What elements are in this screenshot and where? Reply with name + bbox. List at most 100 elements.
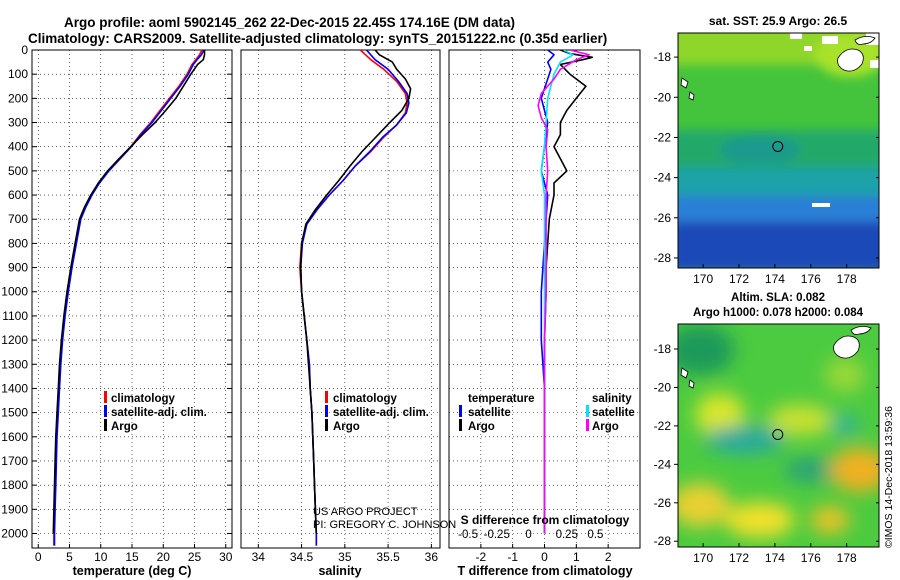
ssh-low (705, 426, 785, 454)
x-tick-label: 0 (541, 550, 548, 564)
depth-ticks: 0 100 200 300 400 500 600 700 800 900 1000 1100 1200… (1, 43, 232, 540)
sst-cool-patch (720, 136, 800, 164)
header-line-2: Climatology: CARS2009. Satellite-adjuste… (28, 31, 607, 46)
salinity-diff-tick-label: 0.5 (587, 529, 603, 541)
depth-tick-label: 300 (8, 116, 28, 130)
ssh-high (768, 404, 832, 436)
x-tick-label: 35.5 (376, 550, 400, 564)
vanuatu-island (680, 367, 689, 379)
argo-float-marker (772, 429, 784, 441)
legend-label-climatology: climatology (111, 393, 176, 405)
difference-legend-temperature: temperature satellite Argo (459, 393, 534, 433)
salinity-legend: climatology satellite-adj. clim. Argo (325, 391, 429, 433)
x-tick-label: 34 (252, 550, 266, 564)
depth-tick-label: 1000 (1, 285, 28, 299)
legend-swatch-t-satellite (459, 405, 462, 417)
x-tick-label: 15 (125, 550, 139, 564)
lat-tick-label: -26 (654, 496, 672, 510)
imos-credit: ©IMOS 14-Dec-2018 13:59:36 (883, 406, 895, 548)
temperature-legend: climatology satellite-adj. clim. Argo (104, 391, 207, 433)
legend-swatch-satellite (325, 405, 328, 417)
legend-label-s-argo: Argo (592, 421, 619, 433)
salinity-lines (299, 50, 412, 546)
salinity-gridlines (241, 50, 440, 548)
series-line-climatology (299, 50, 408, 546)
salinity-panel: 34 34.5 35 35.5 36 salinity climatology sate… (240, 49, 456, 578)
sst-band-blue (678, 196, 879, 226)
series-line-argo (52, 50, 206, 534)
depth-tick-label: 200 (8, 91, 28, 105)
ssh-map-title-1: Altim. SLA: 0.082 (731, 292, 825, 304)
legend-swatch-t-argo (459, 419, 462, 431)
depth-tick-label: 1800 (1, 478, 28, 492)
temperature-x-ticks: 0 5 10 15 20 25 30 (35, 544, 233, 564)
ssh-low (678, 325, 735, 375)
temperature-lines (52, 50, 206, 546)
depth-tick-label: 1300 (1, 357, 28, 371)
legend-swatch-satellite (104, 405, 107, 417)
header-line-1: Argo profile: aoml 5902145_262 22-Dec-20… (64, 15, 515, 30)
lat-tick-label: -20 (654, 380, 672, 394)
ssh-lat-ticks: -18 -20 -22 -24 -26 -28 (654, 342, 879, 548)
depth-tick-label: 1200 (1, 333, 28, 347)
x-tick-label: 1 (573, 550, 580, 564)
vanua-levu-island (854, 36, 876, 45)
difference-panel: -2 -1 0 1 2 -0.5 -0.25 0 0.25 0.5 T difference f… (448, 49, 641, 578)
series-line-satellite-adj-clim- (299, 50, 410, 546)
lon-tick-label: 172 (729, 272, 749, 286)
depth-tick-label: 700 (8, 212, 28, 226)
legend-label-satellite: satellite-adj. clim. (333, 407, 429, 419)
sst-gap (822, 36, 838, 44)
sst-gap (870, 60, 879, 68)
legend-label-t-argo: Argo (468, 421, 495, 433)
series-line-s-argo (537, 50, 590, 534)
vanua-levu-island (850, 326, 872, 335)
sst-band-teal (678, 168, 879, 198)
depth-tick-label: 800 (8, 236, 28, 250)
sst-field (678, 33, 879, 268)
legend-label-s-satellite: satellite (592, 407, 635, 419)
series-line-argo (299, 50, 412, 534)
salinity-diff-tick-label: 0 (525, 529, 531, 541)
temperature-xlabel: temperature (deg C) (73, 564, 192, 578)
x-tick-label: -1 (507, 550, 518, 564)
legend-swatch-s-argo (586, 419, 589, 431)
lat-tick-label: -28 (654, 251, 672, 265)
lon-tick-label: 174 (765, 551, 785, 565)
legend-swatch-climatology (325, 391, 328, 403)
lat-tick-label: -22 (654, 419, 672, 433)
difference-xlabel: T difference from climatology (457, 564, 632, 578)
difference-xlabel-top: S difference from climatology (461, 513, 630, 527)
lon-tick-label: 172 (729, 551, 749, 565)
legend-title-temperature: temperature (468, 393, 534, 405)
x-tick-label: 30 (219, 550, 233, 564)
sst-map-title: sat. SST: 25.9 Argo: 26.5 (709, 14, 848, 28)
salinity-diff-tick-label: 0.25 (556, 529, 578, 541)
ssh-field (678, 324, 879, 547)
legend-swatch-argo (104, 419, 107, 431)
salinity-diff-tick-label: -0.5 (458, 529, 478, 541)
fiji-islands (680, 36, 876, 101)
series-line-climatology (53, 50, 203, 546)
lon-tick-label: 176 (801, 551, 821, 565)
argo-float-marker (772, 140, 784, 152)
lat-tick-label: -24 (654, 171, 672, 185)
lat-tick-label: -28 (654, 534, 672, 548)
lat-tick-label: -18 (654, 50, 672, 64)
depth-tick-label: 1900 (1, 502, 28, 516)
ssh-anomaly-blobs (678, 325, 879, 538)
ssh-map-frame (677, 323, 880, 548)
vanuatu-island (680, 77, 689, 89)
lat-tick-label: -20 (654, 90, 672, 104)
sst-gap (790, 33, 802, 39)
legend-label-argo: Argo (111, 421, 138, 433)
depth-tick-label: 1700 (1, 454, 28, 468)
lon-tick-label: 170 (693, 272, 713, 286)
depth-tick-label: 500 (8, 164, 28, 178)
x-tick-label: 35 (338, 550, 352, 564)
lat-tick-label: -26 (654, 211, 672, 225)
x-tick-label: 34.5 (290, 550, 314, 564)
lon-tick-label: 178 (837, 551, 857, 565)
salinity-difference-ticks: -0.5 -0.25 0 0.25 0.5 (458, 529, 603, 541)
